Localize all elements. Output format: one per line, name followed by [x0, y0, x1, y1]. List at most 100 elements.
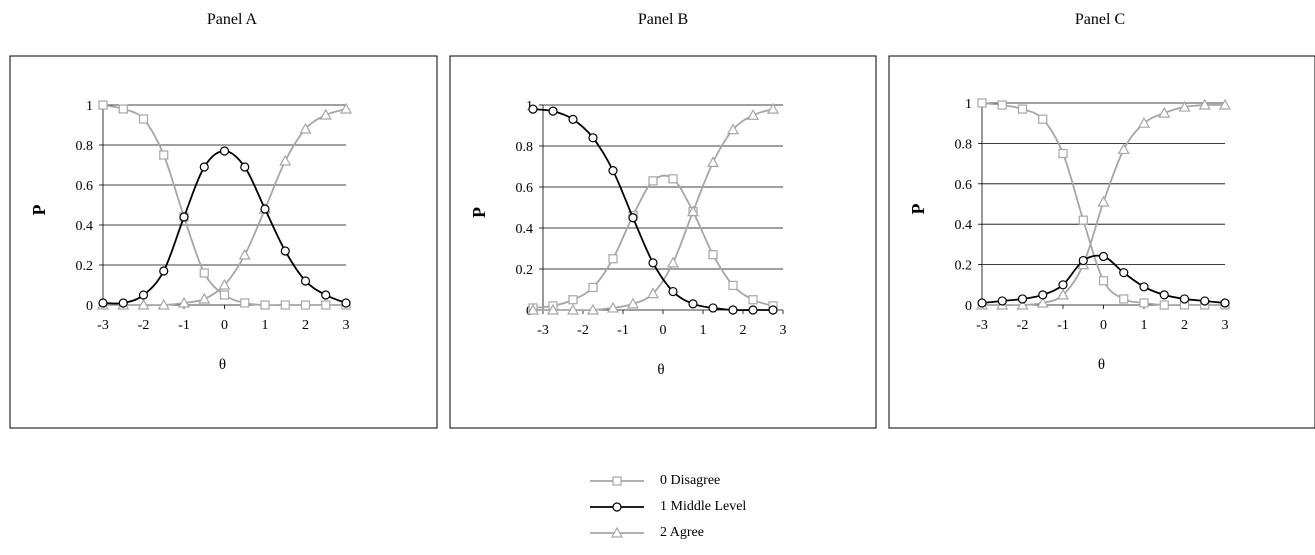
data-point-agree [1158, 106, 1171, 118]
y-tick-label: 0.2 [76, 259, 94, 274]
x-tick-label: 2 [1181, 318, 1188, 333]
series-middle [977, 251, 1230, 308]
x-tick-label: 0 [660, 323, 667, 338]
data-point-agree [299, 122, 312, 134]
legend-marker-agree [610, 526, 624, 538]
data-point-middle [280, 246, 290, 256]
series-line-agree [103, 108, 347, 307]
legend-item-disagree: 0 Disagree [590, 468, 850, 494]
data-point-agree [666, 256, 680, 268]
series-middle [98, 146, 351, 308]
legend-swatch-agree [590, 526, 644, 538]
data-point-agree [1178, 100, 1191, 112]
data-point-middle [1038, 290, 1048, 300]
data-point-middle [1139, 282, 1149, 292]
data-point-middle [1098, 251, 1109, 262]
data-point-agree [137, 298, 150, 310]
legend-label: 1 Middle Level [660, 499, 747, 514]
data-point-middle [118, 298, 128, 308]
x-tick-label: 3 [1222, 318, 1229, 333]
data-point-middle [138, 290, 149, 300]
data-point-middle [1159, 290, 1169, 300]
panel-title: Panel A [207, 11, 258, 28]
data-point-agree [626, 297, 640, 309]
y-tick-label: 1 [965, 97, 972, 112]
data-point-middle [1058, 280, 1068, 290]
data-point-disagree [568, 295, 578, 305]
series-line-disagree [102, 104, 346, 307]
panel-a: Panel A 0 0.2 0.4 0.6 0.8 1 -3 -2 -1 0 1 2 3 θ P [9, 11, 438, 429]
y-tick-label: 0.2 [955, 259, 973, 274]
data-point-middle [98, 298, 108, 308]
data-point-agree [1117, 143, 1130, 155]
y-tick-label: 0.6 [516, 181, 534, 196]
data-point-agree [726, 123, 740, 135]
y-tick-label: 0.4 [516, 222, 534, 237]
x-tick-label: -2 [138, 318, 150, 333]
series-line-middle [532, 108, 773, 312]
series-agree [526, 102, 780, 315]
data-point-disagree [588, 282, 598, 293]
y-tick-label: 0.4 [76, 219, 94, 234]
data-point-disagree [199, 268, 209, 278]
data-point-agree [238, 248, 251, 260]
data-point-disagree [300, 300, 311, 310]
data-point-middle [1017, 294, 1028, 304]
data-point-disagree [260, 300, 270, 310]
data-point-middle [708, 303, 718, 313]
data-point-middle [1119, 268, 1129, 278]
data-point-middle [568, 114, 578, 124]
data-point-disagree [240, 298, 250, 308]
data-point-agree [157, 298, 170, 310]
y-axis-label: P [29, 205, 49, 216]
data-point-disagree [608, 254, 618, 264]
data-point-disagree [1078, 215, 1088, 225]
series-middle [528, 104, 778, 315]
data-point-agree [319, 108, 332, 120]
data-point-disagree [219, 290, 230, 300]
data-point-disagree [1119, 294, 1129, 304]
panel-c: Panel C 0 0.2 0.4 0.6 0.8 1 -3 -2 -1 0 1 2 3 θ P [888, 11, 1315, 429]
data-point-agree [177, 296, 191, 308]
panel-frame [9, 55, 438, 429]
data-point-agree [1198, 98, 1211, 110]
data-point-disagree [728, 280, 738, 290]
data-point-middle [300, 276, 311, 286]
data-point-agree [1097, 195, 1110, 207]
data-point-middle [997, 296, 1007, 306]
legend-marker-disagree [612, 476, 622, 486]
data-point-middle [260, 204, 270, 214]
data-point-agree [686, 205, 700, 217]
y-tick-label: 0.8 [955, 137, 973, 152]
x-tick-label: 3 [780, 323, 787, 338]
data-point-agree [1056, 288, 1070, 300]
x-tick-label: -1 [178, 318, 190, 333]
panel-frame [888, 55, 1315, 429]
data-point-disagree [118, 104, 128, 114]
panel-title: Panel B [638, 11, 688, 28]
data-point-middle [159, 266, 169, 276]
data-point-disagree [1017, 104, 1028, 114]
data-point-disagree [138, 114, 149, 124]
data-point-middle [608, 166, 618, 176]
panel-title: Panel C [1075, 11, 1125, 28]
legend-swatch-disagree [590, 476, 644, 486]
data-point-middle [648, 258, 658, 268]
data-point-middle [768, 305, 778, 315]
x-tick-label: 1 [262, 318, 269, 333]
x-tick-label: -1 [617, 323, 629, 338]
legend-swatch-middle [590, 502, 644, 512]
data-point-agree [746, 109, 760, 120]
y-tick-label: 0 [965, 299, 972, 314]
data-point-disagree [648, 176, 658, 186]
data-point-disagree [748, 295, 758, 305]
data-point-middle [528, 104, 538, 114]
data-point-middle [548, 106, 558, 116]
data-point-middle [179, 212, 189, 222]
x-axis-label: θ [657, 362, 664, 378]
data-point-agree [218, 278, 231, 290]
y-tick-label: 0.8 [516, 140, 534, 155]
data-point-middle [240, 162, 250, 172]
